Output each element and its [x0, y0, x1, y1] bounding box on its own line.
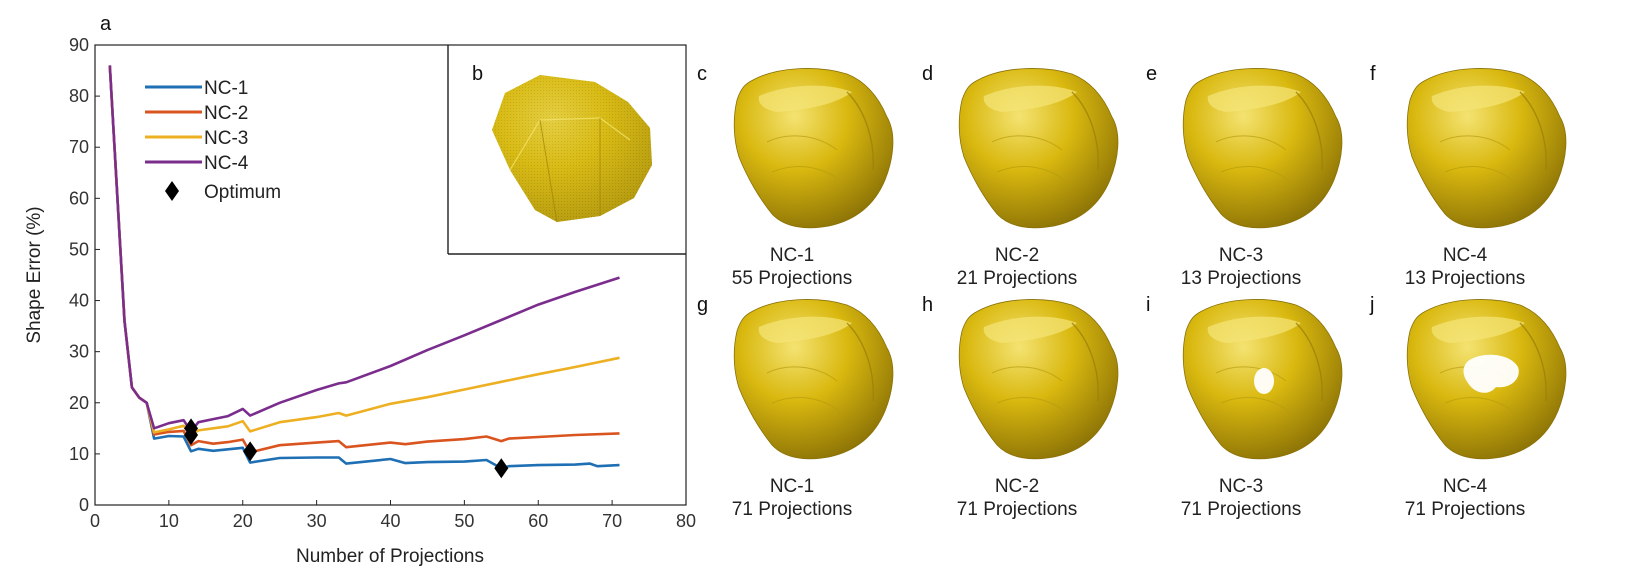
particle-render: [1182, 299, 1343, 460]
render-caption-projections: 55 Projections: [732, 268, 852, 289]
particle-render: [733, 299, 894, 460]
render-caption-projections: 71 Projections: [957, 499, 1077, 520]
render-caption-name: NC-2: [995, 476, 1039, 497]
y-tick-label: 40: [69, 291, 89, 311]
x-tick-label: 40: [380, 511, 400, 531]
particle-render: [1182, 68, 1343, 229]
render-panel-j: j NC-471 Projections: [1369, 294, 1567, 520]
render-caption-name: NC-2: [995, 245, 1039, 266]
render-caption-projections: 13 Projections: [1405, 268, 1525, 289]
panel-letter-e: e: [1146, 63, 1157, 85]
render-caption-name: NC-1: [770, 245, 814, 266]
x-tick-label: 30: [307, 511, 327, 531]
panel-letter-j: j: [1369, 294, 1374, 316]
y-tick-label: 30: [69, 342, 89, 362]
render-panel-c: c NC-155 Projections: [697, 63, 894, 289]
panel-letter-g: g: [697, 294, 708, 316]
render-panel-e: e NC-313 Projections: [1146, 63, 1343, 289]
particle-render: [733, 68, 894, 229]
panel-letter-i: i: [1146, 294, 1150, 316]
panel-letter-h: h: [922, 294, 933, 316]
particle-render: [958, 68, 1119, 229]
panel-letter-d: d: [922, 63, 933, 85]
render-caption-name: NC-1: [770, 476, 814, 497]
y-tick-label: 90: [69, 35, 89, 55]
render-caption-projections: 21 Projections: [957, 268, 1077, 289]
x-tick-label: 0: [90, 511, 100, 531]
legend: NC-1 NC-2 NC-3 NC-4 Optimum: [145, 78, 281, 203]
void-spot: [1463, 354, 1519, 393]
optimum-marker-nc-1: [494, 458, 509, 479]
x-tick-label: 10: [159, 511, 179, 531]
panel-letter-c: c: [697, 63, 707, 85]
panel-letter-b: b: [472, 63, 483, 85]
series-lines: [108, 65, 620, 470]
y-tick-label: 50: [69, 239, 89, 259]
y-tick-label: 60: [69, 188, 89, 208]
panel-letter-f: f: [1370, 63, 1376, 85]
inset-panel-b: b: [447, 45, 686, 255]
x-tick-label: 80: [676, 511, 696, 531]
render-caption-name: NC-4: [1443, 476, 1488, 497]
legend-label-nc-1: NC-1: [204, 78, 248, 99]
render-caption-projections: 71 Projections: [1405, 499, 1525, 520]
x-tick-label: 60: [528, 511, 548, 531]
x-tick-label: 70: [602, 511, 622, 531]
y-tick-label: 10: [69, 444, 89, 464]
y-tick-label: 70: [69, 137, 89, 157]
particle-render: [958, 299, 1119, 460]
render-caption-name: NC-4: [1443, 245, 1488, 266]
render-caption-name: NC-3: [1219, 245, 1263, 266]
y-axis: 0 10 20 30 40 50 60 70 80 90: [69, 35, 100, 515]
render-panel-i: i NC-371 Projections: [1146, 294, 1343, 520]
render-panel-d: d NC-221 Projections: [922, 63, 1119, 289]
optimum-marker-nc-2: [243, 441, 258, 462]
legend-label-nc-3: NC-3: [204, 128, 248, 149]
void-spot: [1254, 368, 1274, 394]
inset-particle-render: [492, 75, 652, 223]
particle-render: [1406, 299, 1567, 460]
legend-label-nc-2: NC-2: [204, 103, 248, 124]
render-caption-projections: 13 Projections: [1181, 268, 1301, 289]
legend-swatch-optimum: [165, 181, 179, 201]
panel-letter-a: a: [100, 13, 112, 35]
y-tick-label: 80: [69, 86, 89, 106]
x-axis-title: Number of Projections: [296, 546, 484, 567]
render-caption-name: NC-3: [1219, 476, 1263, 497]
x-axis: 0 10 20 30 40 50 60 70 80: [90, 500, 696, 531]
legend-label-optimum: Optimum: [204, 182, 281, 203]
legend-label-nc-4: NC-4: [204, 153, 249, 174]
y-tick-label: 0: [79, 495, 89, 515]
x-tick-label: 20: [233, 511, 253, 531]
optimum-markers: [184, 418, 509, 479]
x-tick-label: 50: [454, 511, 474, 531]
particle-render: [1406, 68, 1567, 229]
render-panel-f: f NC-413 Projections: [1370, 63, 1567, 289]
optimum-marker-nc-4: [184, 418, 199, 439]
series-line-nc-4: [108, 65, 620, 433]
render-caption-projections: 71 Projections: [732, 499, 852, 520]
render-panel-h: h NC-271 Projections: [922, 294, 1119, 520]
render-caption-projections: 71 Projections: [1181, 499, 1301, 520]
y-tick-label: 20: [69, 393, 89, 413]
y-axis-title: Shape Error (%): [24, 206, 45, 343]
render-panel-g: g NC-171 Projections: [697, 294, 894, 520]
